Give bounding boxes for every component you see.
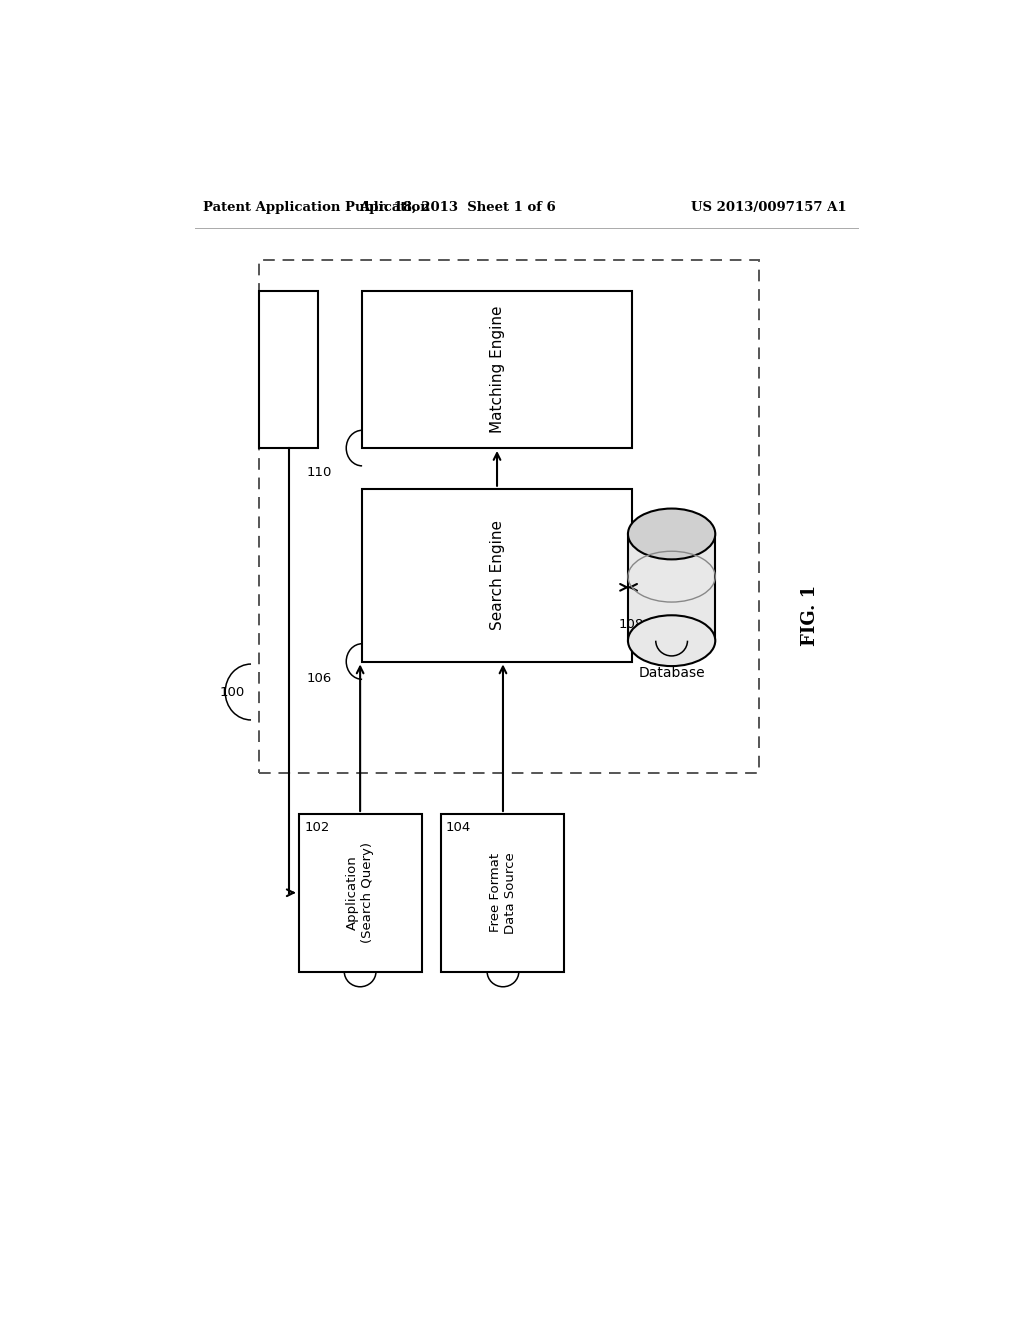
Text: FIG. 1: FIG. 1 bbox=[802, 585, 819, 647]
Bar bbox=[299, 814, 422, 972]
Text: Free Format
Data Source: Free Format Data Source bbox=[489, 851, 517, 933]
Text: 106: 106 bbox=[306, 672, 332, 685]
Text: 108: 108 bbox=[618, 618, 644, 631]
Text: 104: 104 bbox=[445, 821, 471, 834]
Text: 110: 110 bbox=[306, 466, 332, 479]
Text: 100: 100 bbox=[219, 685, 245, 698]
Text: Database: Database bbox=[638, 667, 705, 680]
Bar bbox=[362, 488, 632, 661]
Text: Apr. 18, 2013  Sheet 1 of 6: Apr. 18, 2013 Sheet 1 of 6 bbox=[359, 201, 556, 214]
Text: 102: 102 bbox=[304, 821, 330, 834]
Bar bbox=[362, 290, 632, 447]
Bar bbox=[441, 814, 564, 972]
Bar bbox=[259, 290, 318, 447]
Text: Matching Engine: Matching Engine bbox=[489, 305, 505, 433]
Bar bbox=[259, 260, 759, 774]
Text: Application
(Search Query): Application (Search Query) bbox=[346, 842, 374, 944]
Bar bbox=[628, 535, 716, 640]
Ellipse shape bbox=[628, 508, 716, 560]
Text: Search Engine: Search Engine bbox=[489, 520, 505, 630]
Ellipse shape bbox=[628, 615, 716, 667]
Text: Patent Application Publication: Patent Application Publication bbox=[204, 201, 430, 214]
Text: US 2013/0097157 A1: US 2013/0097157 A1 bbox=[690, 201, 846, 214]
